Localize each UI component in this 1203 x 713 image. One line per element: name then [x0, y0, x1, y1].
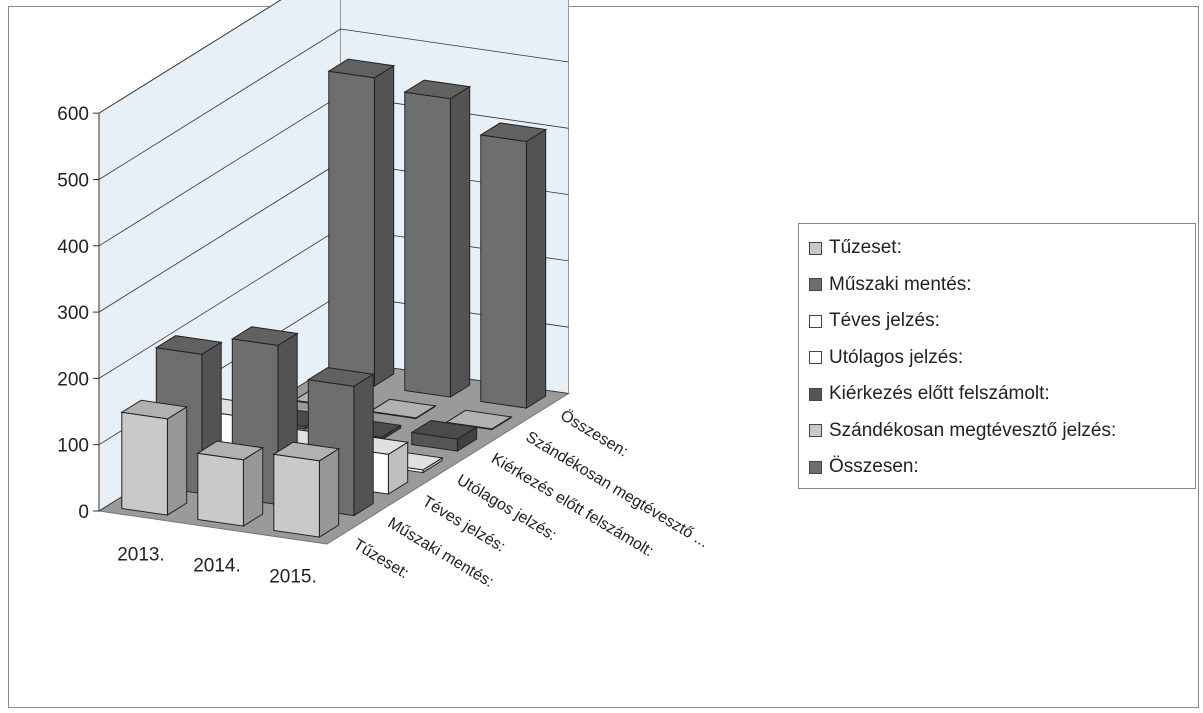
bar: [120, 399, 189, 517]
y-tick-label: 500: [57, 171, 89, 192]
legend-label: Szándékosan megtévesztő jelzés:: [829, 419, 1117, 441]
bar-front: [273, 453, 320, 538]
legend-item-tuzeset: Tűzeset:: [809, 230, 1195, 267]
legend-label: Műszaki mentés:: [829, 273, 972, 295]
bars: [120, 58, 548, 539]
bar-top: [479, 122, 548, 143]
y-tick-label: 0: [78, 502, 89, 523]
legend-item-osszesen: Összesen:: [809, 449, 1195, 486]
series-axis-label: Tűzeset:: [350, 536, 411, 582]
legend-swatch: [809, 278, 822, 292]
bar: [272, 441, 341, 539]
bar-top: [410, 419, 479, 440]
legend-label: Utólagos jelzés:: [829, 346, 964, 368]
bar-side: [373, 64, 395, 388]
legend-item-muszaki-mentes: Műszaki mentés:: [809, 267, 1195, 304]
x-tick-label: 2013.: [117, 545, 165, 566]
bar-top: [154, 335, 223, 355]
legend-swatch: [809, 351, 822, 365]
legend-item-utolagos-jelzes: Utólagos jelzés:: [809, 340, 1195, 377]
bar: [479, 122, 548, 410]
legend: Tűzeset: Műszaki mentés: Téves jelzés: U…: [798, 223, 1196, 489]
bar-top: [230, 326, 299, 346]
bar-side: [166, 406, 188, 517]
x-tick-label: 2014.: [193, 556, 241, 577]
bar-top: [368, 398, 437, 419]
legend-swatch: [809, 460, 822, 474]
legend-item-teves-jelzes: Téves jelzés:: [809, 303, 1195, 340]
legend-item-kierkezes-elott: Kiérkezés előtt felszámolt:: [809, 376, 1195, 413]
y-tick-label: 300: [57, 303, 89, 324]
bar-side: [318, 447, 340, 539]
bar-top: [327, 58, 396, 79]
bar-side: [525, 128, 547, 410]
x-tick-label: 2015.: [269, 567, 317, 588]
y-tick-label: 400: [57, 237, 89, 258]
bar-front: [197, 452, 244, 527]
y-tick-label: 100: [57, 436, 89, 457]
y-axis-ticks: 0 100 200 300 400 500 600: [57, 104, 100, 523]
bar-top: [272, 441, 341, 462]
bar-side: [242, 446, 264, 528]
y-tick-label: 600: [57, 104, 89, 125]
bar: [403, 79, 472, 399]
x-axis-labels: 2013. 2014. 2015.: [117, 545, 317, 588]
legend-label: Kiérkezés előtt felszámolt:: [829, 383, 1050, 405]
bar: [327, 58, 396, 388]
bar-top: [120, 399, 189, 420]
legend-swatch: [809, 424, 822, 438]
bar: [410, 419, 479, 453]
legend-label: Tűzeset:: [829, 237, 902, 259]
bar-front: [480, 134, 527, 409]
bar-front: [121, 411, 168, 516]
y-tick-label: 200: [57, 369, 89, 390]
bar-side: [353, 373, 374, 517]
bar-top: [196, 440, 265, 461]
bar-side: [449, 85, 471, 399]
legend-swatch: [809, 314, 822, 328]
legend-label: Téves jelzés:: [829, 310, 940, 332]
bar-top: [403, 79, 472, 100]
bar: [196, 440, 265, 528]
legend-label: Összesen:: [829, 456, 919, 478]
legend-item-szandekosan: Szándékosan megtévesztő jelzés:: [809, 413, 1195, 450]
bar-front: [328, 70, 375, 387]
legend-swatch: [809, 387, 822, 401]
bar-top: [306, 367, 375, 387]
gridline: [98, 0, 282, 114]
gridline: [98, 28, 569, 180]
legend-swatch: [809, 241, 822, 255]
bar-front: [404, 91, 451, 398]
